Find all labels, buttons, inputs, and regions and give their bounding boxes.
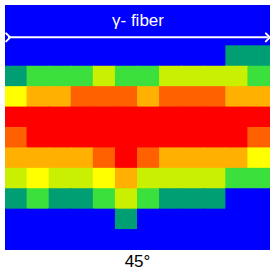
html-text:45°: 45° xyxy=(124,252,151,271)
svg-text:γ- fiber: γ- fiber xyxy=(112,11,164,30)
